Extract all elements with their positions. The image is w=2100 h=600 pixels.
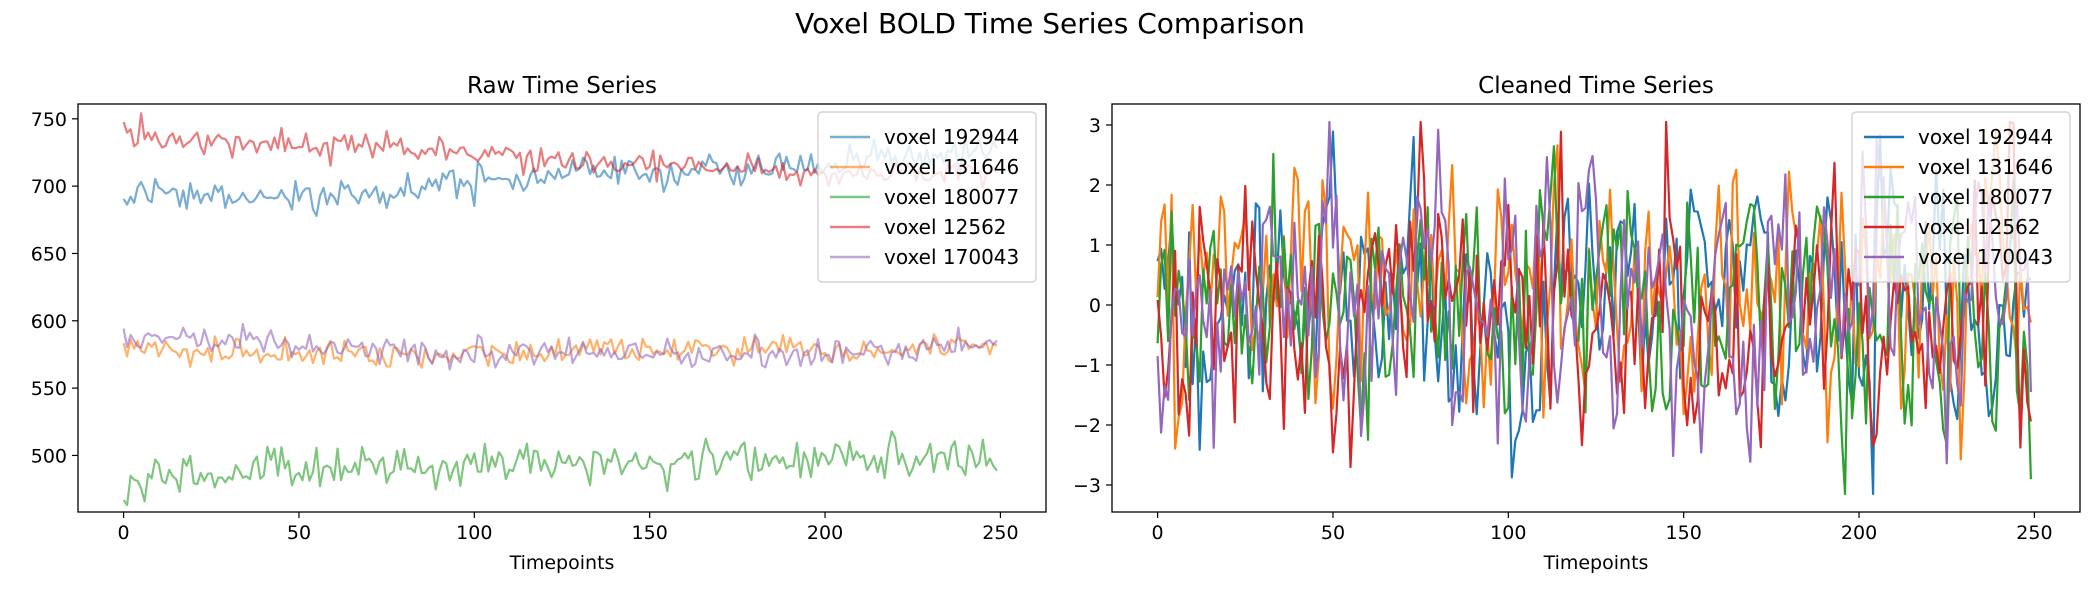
- legend-label: voxel 131646: [884, 155, 1019, 179]
- legend-box: [817, 111, 1037, 283]
- axes-frame: [1111, 103, 2081, 513]
- x-axis-label: Timepoints: [509, 552, 615, 574]
- figure-title: Voxel BOLD Time Series Comparison: [795, 7, 1305, 40]
- x-tick-label: 100: [456, 522, 492, 544]
- y-tick-label: 500: [31, 445, 67, 467]
- legend-label: voxel 131646: [1918, 155, 2053, 179]
- panel-title: Cleaned Time Series: [1478, 73, 1714, 99]
- x-tick-label: 250: [2016, 522, 2052, 544]
- series-line-voxel-131646: [122, 333, 998, 369]
- x-tick-label: 200: [807, 522, 843, 544]
- cleaned-time-series-panel: Cleaned Time Series 0 50 100 150 200 250 −3 −2 −1…: [1073, 73, 2081, 574]
- y-tick-label: 0: [1089, 295, 1101, 317]
- y-tick-label: 550: [31, 378, 67, 400]
- y-tick-label: 750: [31, 109, 67, 131]
- legend-box: [1851, 111, 2071, 283]
- x-tick-label: 200: [1841, 522, 1877, 544]
- x-tick-label: 100: [1490, 522, 1526, 544]
- x-tick-label: 150: [632, 522, 668, 544]
- legend: voxel 192944 voxel 131646 voxel 180077 voxe…: [1851, 111, 2071, 283]
- legend-entry: voxel 131646: [1864, 155, 2053, 179]
- legend-label: voxel 170043: [1918, 245, 2053, 269]
- legend: voxel 192944 voxel 131646 voxel 180077 voxe…: [817, 111, 1037, 283]
- x-tick-label: 0: [118, 522, 130, 544]
- y-tick-label: −3: [1073, 475, 1101, 497]
- y-tick-label: 3: [1089, 115, 1101, 137]
- x-tick-label: 50: [287, 522, 311, 544]
- series-line-voxel-180077: [122, 430, 998, 507]
- x-tick-label: 50: [1321, 522, 1345, 544]
- legend-label: voxel 192944: [1918, 125, 2053, 149]
- panel-title: Raw Time Series: [467, 73, 657, 99]
- x-tick-label: 150: [1666, 522, 1702, 544]
- x-axis-label: Timepoints: [1543, 552, 1649, 574]
- series-line-voxel-12562: [1156, 120, 2032, 469]
- legend-entry: voxel 192944: [830, 125, 1019, 149]
- y-tick-label: 700: [31, 176, 67, 198]
- series-line-voxel-170043: [122, 323, 998, 371]
- y-tick-label: 600: [31, 311, 67, 333]
- legend-label: voxel 180077: [884, 185, 1019, 209]
- legend-entry: voxel 180077: [830, 185, 1019, 209]
- y-tick-label: −2: [1073, 415, 1101, 437]
- y-tick-label: 650: [31, 243, 67, 265]
- y-tick-label: 2: [1089, 175, 1101, 197]
- x-tick-label: 250: [982, 522, 1018, 544]
- legend-label: voxel 12562: [1918, 215, 2041, 239]
- x-tick-label: 0: [1152, 522, 1164, 544]
- legend-entry: voxel 12562: [830, 215, 1007, 239]
- legend-label: voxel 170043: [884, 245, 1019, 269]
- legend-entry: voxel 180077: [1864, 185, 2053, 209]
- legend-label: voxel 192944: [884, 125, 1019, 149]
- legend-entry: voxel 170043: [830, 245, 1019, 269]
- y-tick-label: 1: [1089, 235, 1101, 257]
- legend-entry: voxel 131646: [830, 155, 1019, 179]
- legend-entry: voxel 170043: [1864, 245, 2053, 269]
- raw-time-series-panel: Raw Time Series 0 50 100 150 200 250 500 550 600 6…: [31, 73, 1047, 574]
- legend-entry: voxel 12562: [1864, 215, 2041, 239]
- legend-label: voxel 12562: [884, 215, 1007, 239]
- axes-frame: [77, 103, 1047, 513]
- legend-entry: voxel 192944: [1864, 125, 2053, 149]
- legend-label: voxel 180077: [1918, 185, 2053, 209]
- y-tick-label: −1: [1073, 355, 1101, 377]
